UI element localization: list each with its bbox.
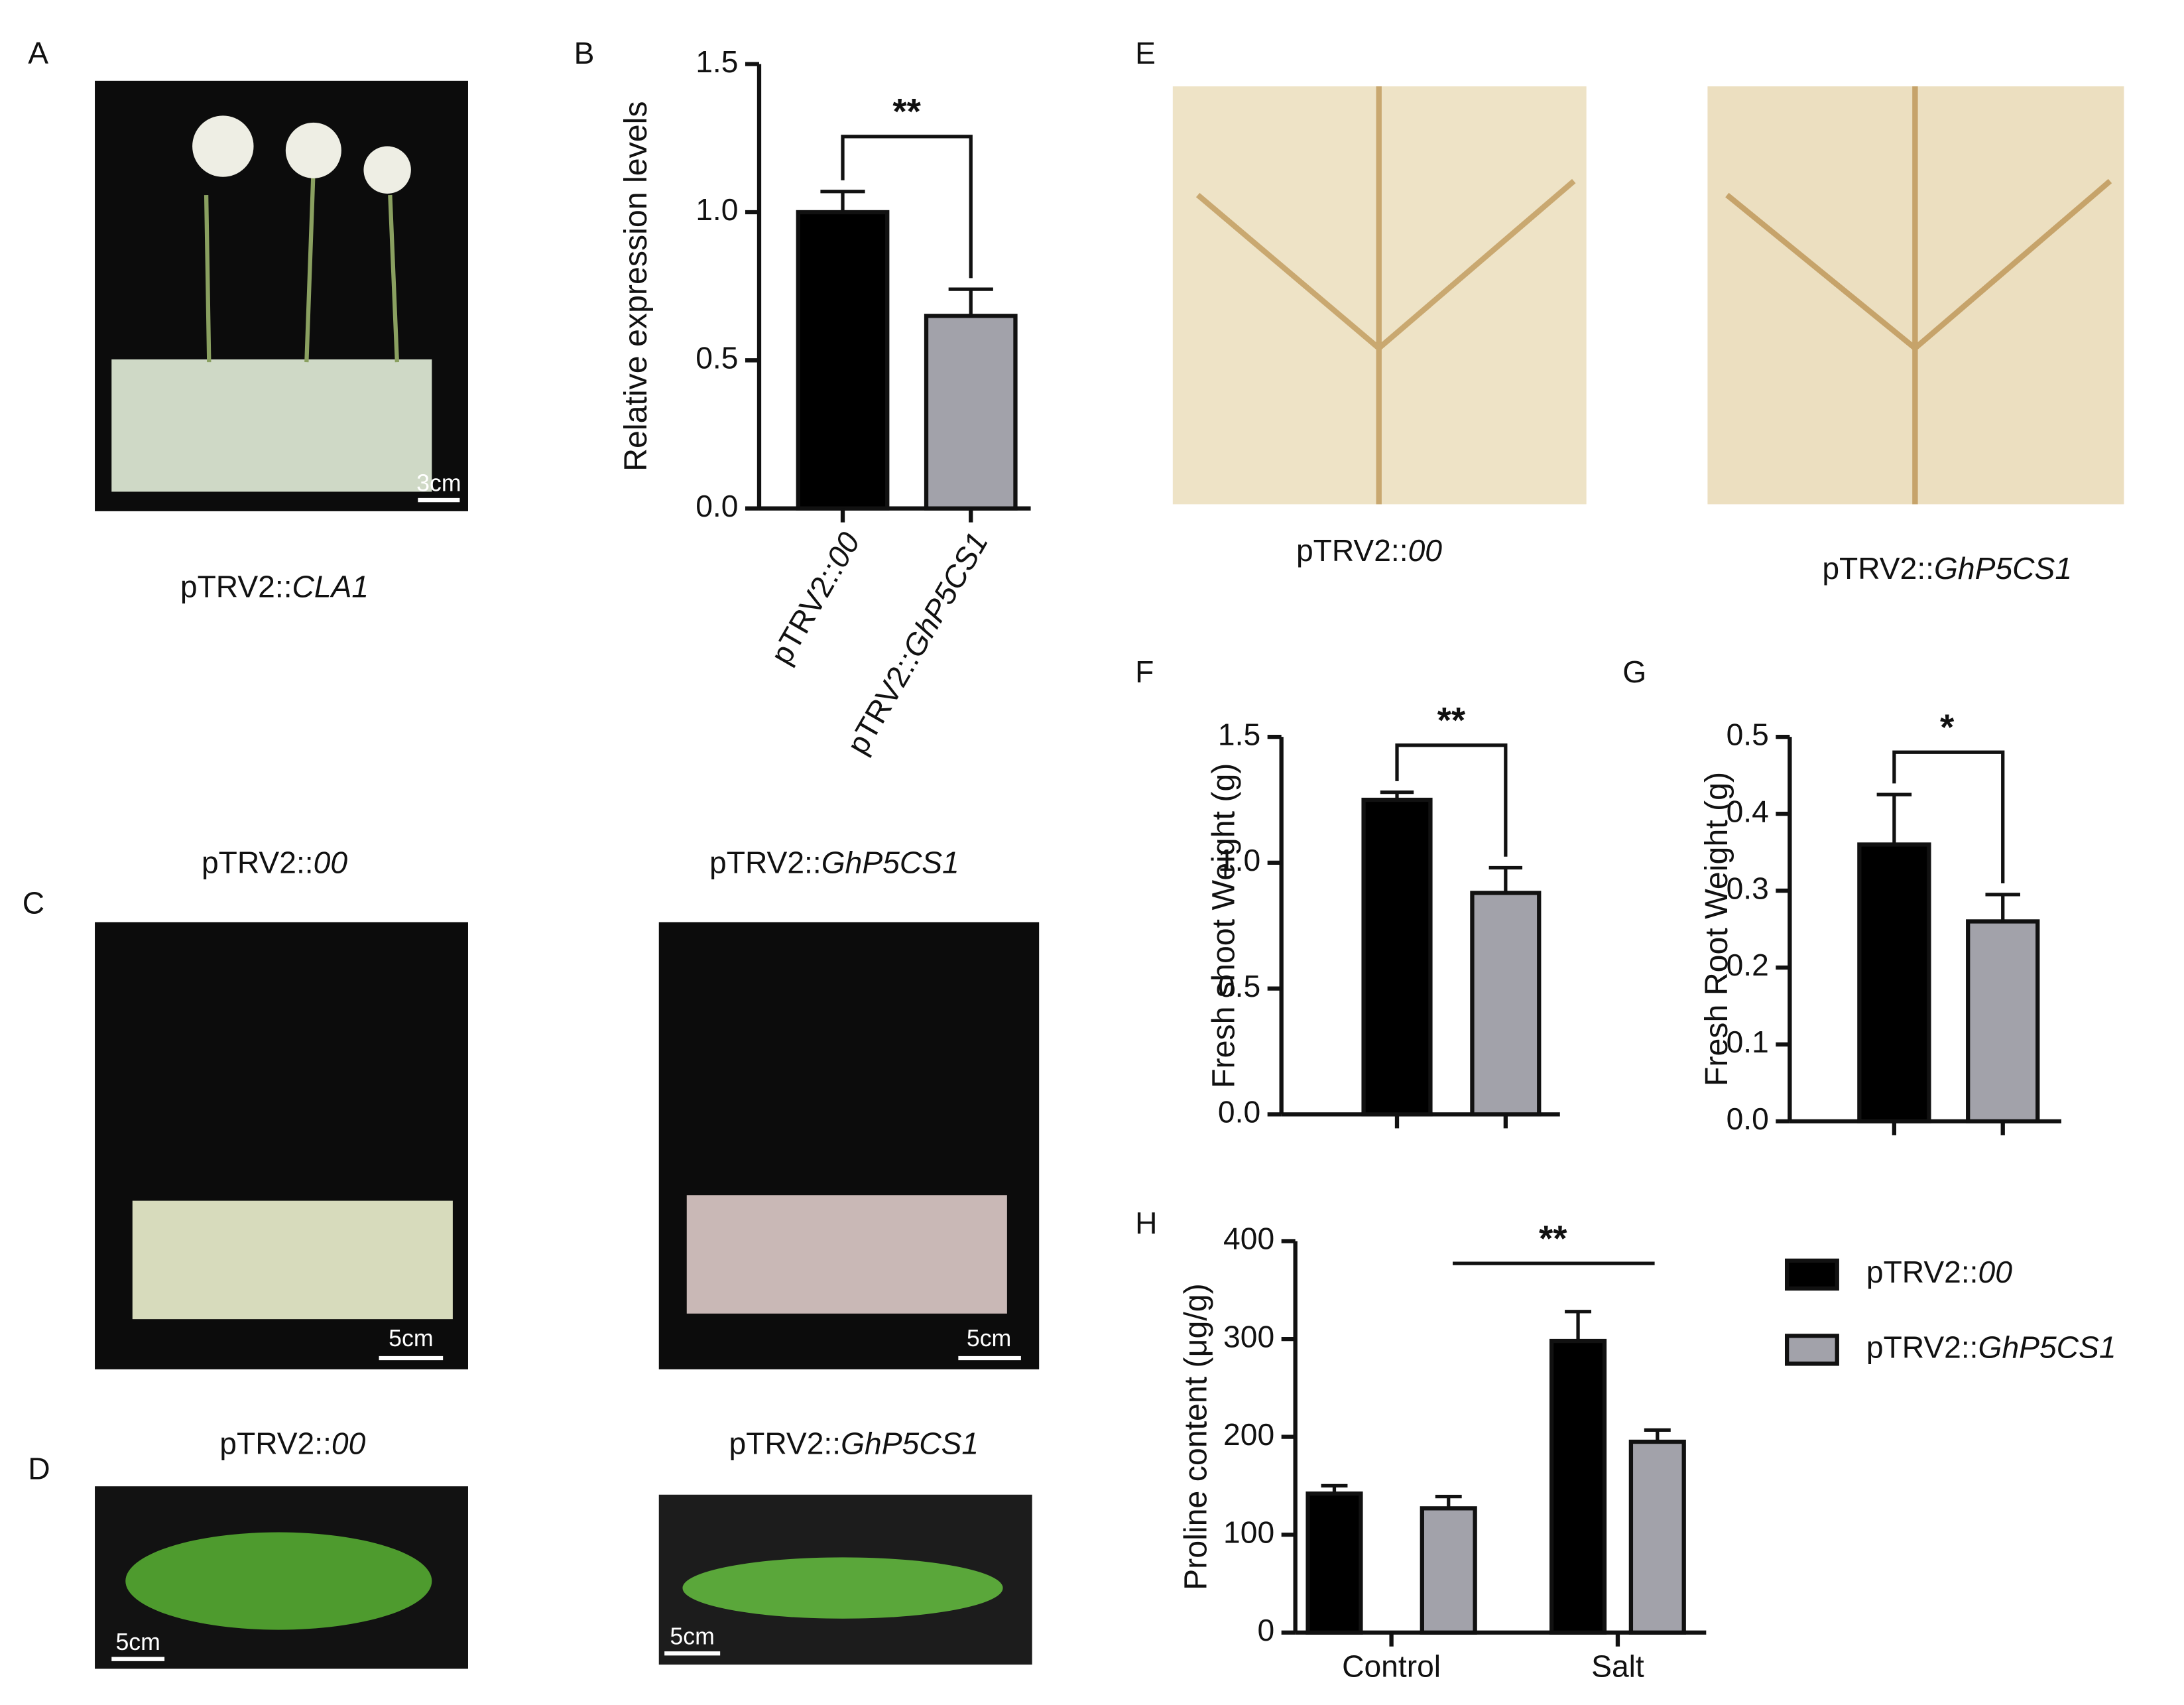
y-tick-label: 1.0: [696, 192, 738, 227]
x-tick-label: pTRV2::GhP5CS1: [840, 527, 995, 760]
y-tick-label: 0.0: [1218, 1095, 1260, 1129]
y-tick-label: 0: [1257, 1613, 1274, 1647]
legend-swatch: [1784, 1258, 1839, 1291]
y-tick-label: 0.3: [1727, 871, 1769, 905]
y-tick-label: 0.0: [1727, 1102, 1769, 1136]
panel-label: A: [28, 36, 48, 70]
y-tick-label: 1.5: [696, 44, 738, 79]
error-bar: [820, 190, 865, 212]
x-tick-label: Control: [1342, 1649, 1441, 1684]
veins: [1195, 86, 1576, 505]
panel-label: H: [1135, 1206, 1157, 1241]
pots: [686, 1195, 1007, 1314]
error-bar: [1876, 792, 1912, 845]
panel-label: F: [1135, 655, 1154, 689]
significance: **: [1539, 1218, 1567, 1259]
bar: [1628, 1439, 1686, 1635]
caption: pTRV2::00: [1296, 533, 1442, 568]
bar: [1470, 891, 1542, 1117]
error-bar: [1380, 790, 1414, 800]
error-bar: [1985, 893, 2020, 922]
leaf: [363, 146, 411, 194]
y-axis-title: Fresh Root Weight (g): [1699, 772, 1734, 1086]
bar: [796, 210, 890, 511]
significance-bracket: [841, 135, 973, 279]
y-tick-label: 100: [1223, 1515, 1274, 1549]
panel-label: G: [1622, 655, 1646, 689]
panel-label: C: [23, 886, 44, 920]
caption: pTRV2::GhP5CS1: [729, 1426, 979, 1461]
caption: pTRV2::CLA1: [180, 570, 369, 604]
bar: [1305, 1491, 1363, 1635]
significance: *: [1940, 707, 1955, 747]
significance: **: [1437, 700, 1466, 741]
error-bar: [1435, 1495, 1462, 1509]
error-bar: [1321, 1484, 1348, 1494]
error-bar: [948, 287, 993, 316]
stems: [204, 166, 400, 363]
x-tick-label: Salt: [1591, 1649, 1644, 1684]
y-axis-title: Proline content (μg/g): [1178, 1283, 1213, 1590]
significance-bracket: [1395, 743, 1508, 857]
significance-bracket: [1892, 750, 2005, 884]
y-tick-label: 0.0: [696, 489, 738, 523]
y-tick-label: 0.4: [1727, 794, 1769, 828]
scalebar-label: 3cm: [416, 470, 461, 496]
y-tick-label: 1.0: [1218, 843, 1260, 877]
y-tick-label: 0.5: [1727, 717, 1769, 751]
y-tick-label: 1.5: [1218, 717, 1260, 751]
caption: pTRV2::00: [219, 1426, 365, 1461]
x-tick-label: pTRV2::00: [764, 527, 867, 670]
bar: [1966, 919, 2040, 1124]
bar: [1857, 842, 1931, 1124]
panel-label: D: [28, 1451, 50, 1485]
caption: pTRV2::00: [202, 846, 347, 880]
bar: [1361, 797, 1433, 1117]
scalebar-label: 5cm: [389, 1325, 433, 1352]
y-tick-label: 0.5: [696, 341, 738, 375]
y-axis-title: Relative expression levels: [618, 101, 654, 471]
pots: [111, 359, 432, 492]
caption: pTRV2::GhP5CS1: [1822, 551, 2072, 586]
panel-label: B: [574, 36, 595, 70]
legend-label: pTRV2::00: [1866, 1255, 2012, 1289]
legend-label: pTRV2::GhP5CS1: [1866, 1330, 2116, 1365]
bar: [924, 314, 1018, 511]
error-bar: [1644, 1428, 1671, 1442]
error-bar: [1488, 865, 1523, 893]
veins: [1725, 86, 2112, 505]
y-tick-label: 400: [1223, 1222, 1274, 1256]
leaf: [192, 115, 254, 177]
significance: **: [892, 92, 921, 132]
leaves: [125, 1532, 432, 1630]
caption: pTRV2::GhP5CS1: [709, 846, 959, 880]
panel-label: E: [1135, 36, 1156, 70]
pots: [132, 1200, 453, 1320]
y-tick-label: 200: [1223, 1417, 1274, 1452]
y-tick-label: 0.2: [1727, 948, 1769, 982]
bar: [1549, 1338, 1607, 1635]
y-tick-label: 0.5: [1218, 969, 1260, 1003]
scalebar-label: 5cm: [115, 1629, 160, 1655]
bar: [1420, 1506, 1477, 1635]
scalebar-label: 5cm: [967, 1325, 1011, 1352]
y-axis-title: Fresh shoot Weight (g): [1205, 763, 1241, 1088]
error-bar: [1565, 1310, 1592, 1342]
leaves: [682, 1557, 1003, 1619]
leaf: [285, 122, 341, 178]
scalebar-label: 5cm: [670, 1623, 714, 1650]
y-tick-label: 0.1: [1727, 1025, 1769, 1059]
y-tick-label: 300: [1223, 1319, 1274, 1354]
legend-swatch: [1784, 1334, 1839, 1366]
